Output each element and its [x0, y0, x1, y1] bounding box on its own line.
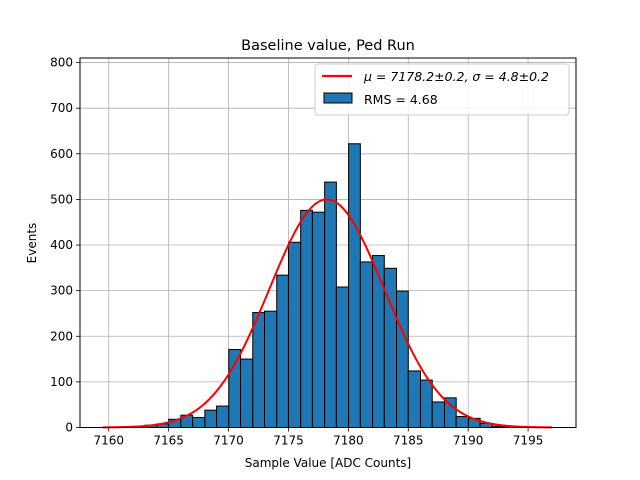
x-tick-label: 7165 [153, 434, 184, 448]
x-tick-label: 7175 [273, 434, 304, 448]
histogram-bar [455, 416, 469, 428]
x-tick-label: 7180 [333, 434, 364, 448]
histogram-bar [348, 143, 361, 428]
x-tick-label: 7170 [213, 434, 244, 448]
histogram-bar [216, 405, 230, 428]
chart-title: Baseline value, Ped Run [241, 38, 415, 54]
y-axis-label: Events [25, 223, 39, 264]
histogram-bar [335, 286, 350, 429]
y-tick-label: 0 [65, 421, 73, 435]
x-tick-label: 7190 [453, 434, 484, 448]
y-tick-label: 500 [50, 192, 73, 206]
x-tick-label: 7160 [93, 434, 124, 448]
histogram-bar [287, 241, 302, 428]
y-tick-label: 200 [50, 329, 73, 343]
y-tick-label: 600 [50, 147, 73, 161]
x-axis-ticks: 7160 7165 7170 7175 7180 7185 7190 7195 [93, 427, 544, 448]
plot-area [79, 57, 577, 429]
legend-hist-swatch [323, 92, 353, 104]
y-tick-label: 300 [50, 284, 73, 298]
y-tick-label: 400 [50, 238, 73, 252]
histogram-bar [324, 181, 337, 428]
histogram-bar [407, 370, 421, 429]
x-axis-label: Sample Value [ADC Counts] [245, 456, 411, 470]
histogram-bar [228, 348, 242, 428]
histogram-bar [419, 379, 433, 428]
legend-fit-label: μ = 7178.2±0.2, σ = 4.8±0.2 [363, 69, 549, 84]
histogram-bar [396, 290, 409, 428]
legend-hist-label: RMS = 4.68 [364, 92, 438, 107]
y-tick-label: 800 [50, 56, 73, 70]
legend: μ = 7178.2±0.2, σ = 4.8±0.2 RMS = 4.68 [314, 63, 570, 116]
histogram-bar [252, 312, 266, 428]
legend-box [314, 63, 570, 116]
histogram-bar [372, 255, 385, 428]
y-tick-label: 100 [50, 375, 73, 389]
histogram-bar [359, 261, 374, 429]
histogram-bars [131, 143, 517, 429]
y-tick-label: 700 [50, 101, 73, 115]
axes-frame [79, 57, 577, 428]
histogram-bar [431, 401, 445, 428]
x-tick-label: 7185 [393, 434, 424, 448]
histogram-bar [300, 209, 313, 428]
histogram-bar [192, 416, 206, 429]
histogram-bar [311, 211, 326, 428]
histogram-bar [204, 409, 218, 429]
fit-curve [102, 198, 553, 429]
histogram-bar [276, 274, 289, 428]
x-tick-label: 7195 [513, 434, 544, 448]
histogram-bar [240, 358, 254, 428]
y-axis-ticks: 0 100 200 300 400 500 600 700 800 [50, 56, 80, 435]
histogram-bar [264, 310, 278, 429]
